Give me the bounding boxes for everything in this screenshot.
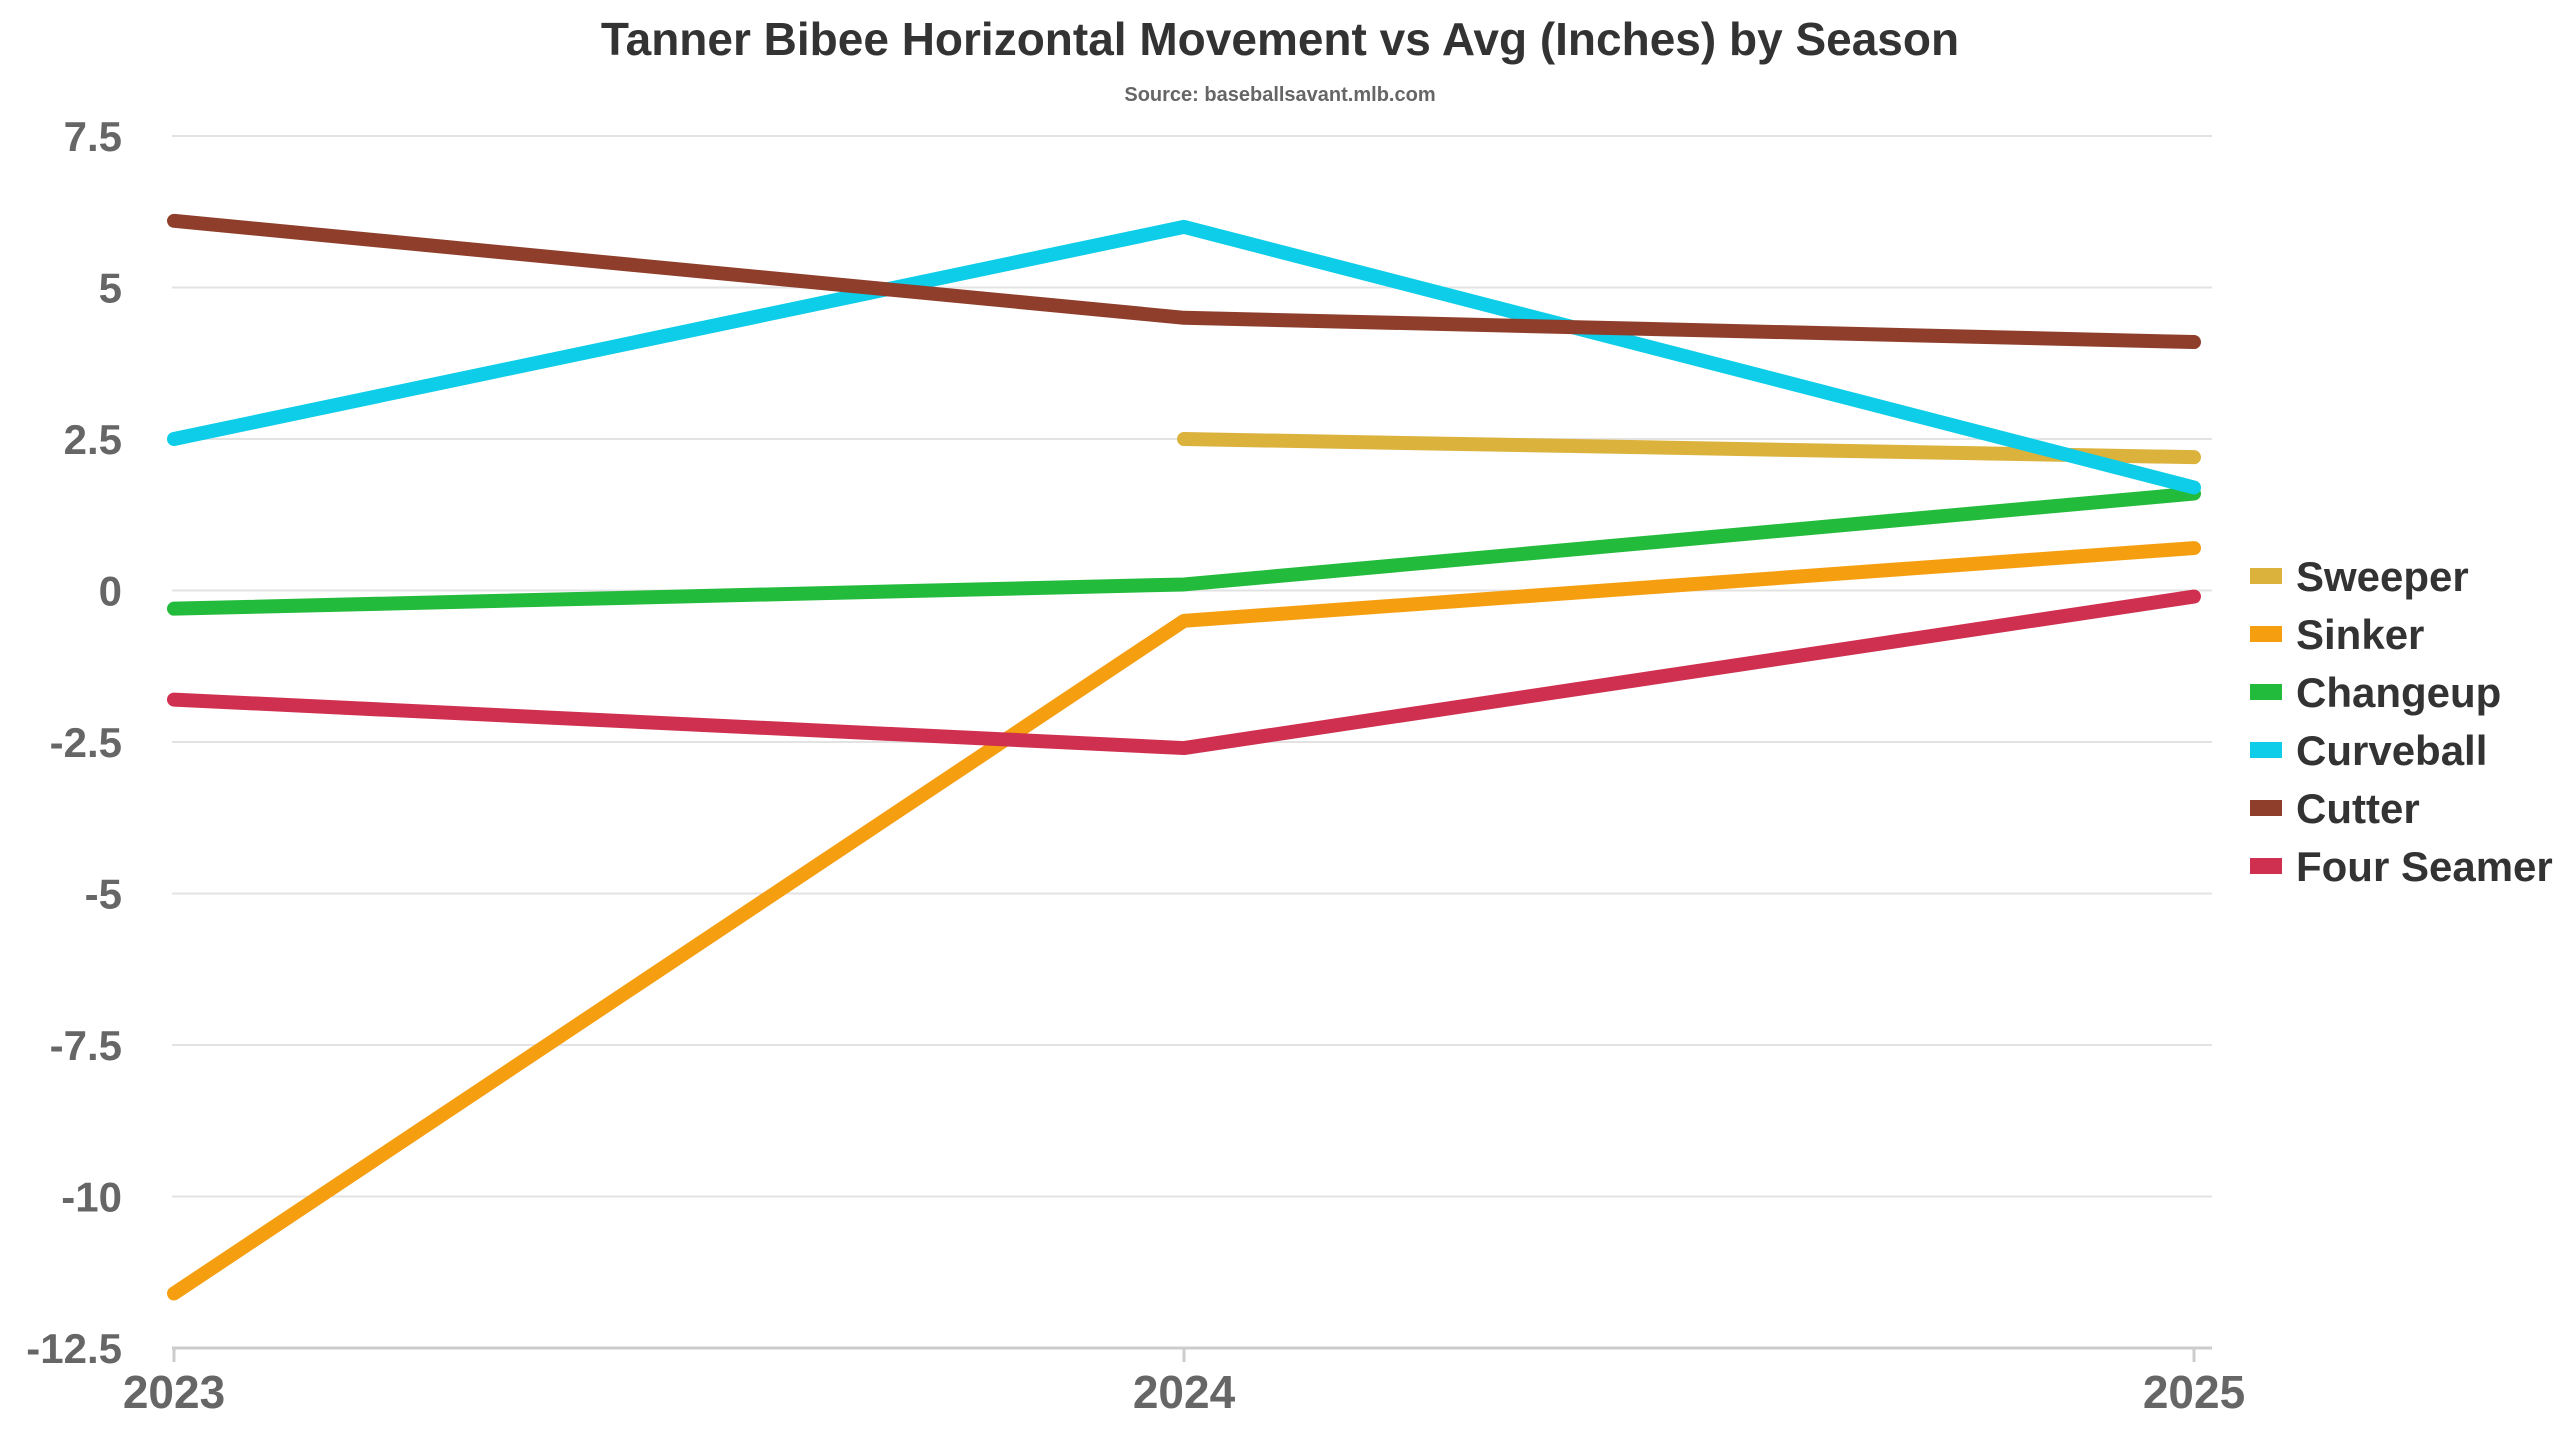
y-tick-label: -10 bbox=[61, 1174, 122, 1221]
series-four-seamer bbox=[167, 589, 2201, 756]
legend-item: Cutter bbox=[2250, 785, 2420, 832]
series-line bbox=[167, 589, 2201, 756]
series-curveball bbox=[167, 219, 2201, 495]
chart-title: Tanner Bibee Horizontal Movement vs Avg … bbox=[600, 13, 1960, 65]
series-line bbox=[167, 213, 2201, 350]
legend-item: Sweeper bbox=[2250, 553, 2469, 600]
y-tick-label: 7.5 bbox=[64, 113, 122, 160]
x-tick-label: 2023 bbox=[123, 1366, 225, 1418]
legend-swatch bbox=[2250, 626, 2282, 642]
legend-swatch bbox=[2250, 742, 2282, 758]
legend-item: Changeup bbox=[2250, 669, 2501, 716]
legend-item: Four Seamer bbox=[2250, 843, 2553, 890]
legend: Sweeper Sinker Changeup Curveball Cutter Four… bbox=[2250, 553, 2553, 890]
y-tick-label: 5 bbox=[99, 265, 122, 312]
series-changeup bbox=[167, 486, 2201, 616]
x-tick-label: 2025 bbox=[2143, 1366, 2245, 1418]
series-line bbox=[167, 486, 2201, 616]
series-line bbox=[1177, 432, 2201, 465]
series-line bbox=[167, 541, 2201, 1301]
legend-item: Curveball bbox=[2250, 727, 2487, 774]
series-sinker bbox=[167, 541, 2201, 1301]
series-line bbox=[167, 219, 2201, 495]
y-tick-label: -5 bbox=[85, 871, 122, 918]
y-tick-label: -12.5 bbox=[26, 1325, 122, 1372]
y-tick-label: 2.5 bbox=[64, 416, 122, 463]
legend-label: Changeup bbox=[2296, 669, 2501, 716]
y-tick-label: -7.5 bbox=[50, 1022, 122, 1069]
y-tick-label: -2.5 bbox=[50, 719, 122, 766]
grid-lines bbox=[172, 135, 2212, 1198]
x-axis: 2023 2024 2025 bbox=[123, 1346, 2245, 1418]
series-sweeper bbox=[1177, 432, 2201, 465]
x-tick-label: 2024 bbox=[1133, 1366, 1236, 1418]
chart-subtitle: Source: baseballsavant.mlb.com bbox=[1124, 84, 1436, 106]
legend-item: Sinker bbox=[2250, 611, 2424, 658]
series-lines bbox=[167, 213, 2201, 1301]
legend-label: Cutter bbox=[2296, 785, 2420, 832]
y-axis: 7.5 5 2.5 0 -2.5 -5 -7.5 -10 -12.5 bbox=[26, 113, 122, 1372]
legend-label: Four Seamer bbox=[2296, 843, 2553, 890]
legend-label: Curveball bbox=[2296, 727, 2487, 774]
legend-swatch bbox=[2250, 858, 2282, 874]
y-tick-label: 0 bbox=[99, 568, 122, 615]
legend-swatch bbox=[2250, 684, 2282, 700]
legend-swatch bbox=[2250, 568, 2282, 584]
legend-label: Sinker bbox=[2296, 611, 2424, 658]
series-cutter bbox=[167, 213, 2201, 350]
legend-swatch bbox=[2250, 800, 2282, 816]
legend-label: Sweeper bbox=[2296, 553, 2469, 600]
